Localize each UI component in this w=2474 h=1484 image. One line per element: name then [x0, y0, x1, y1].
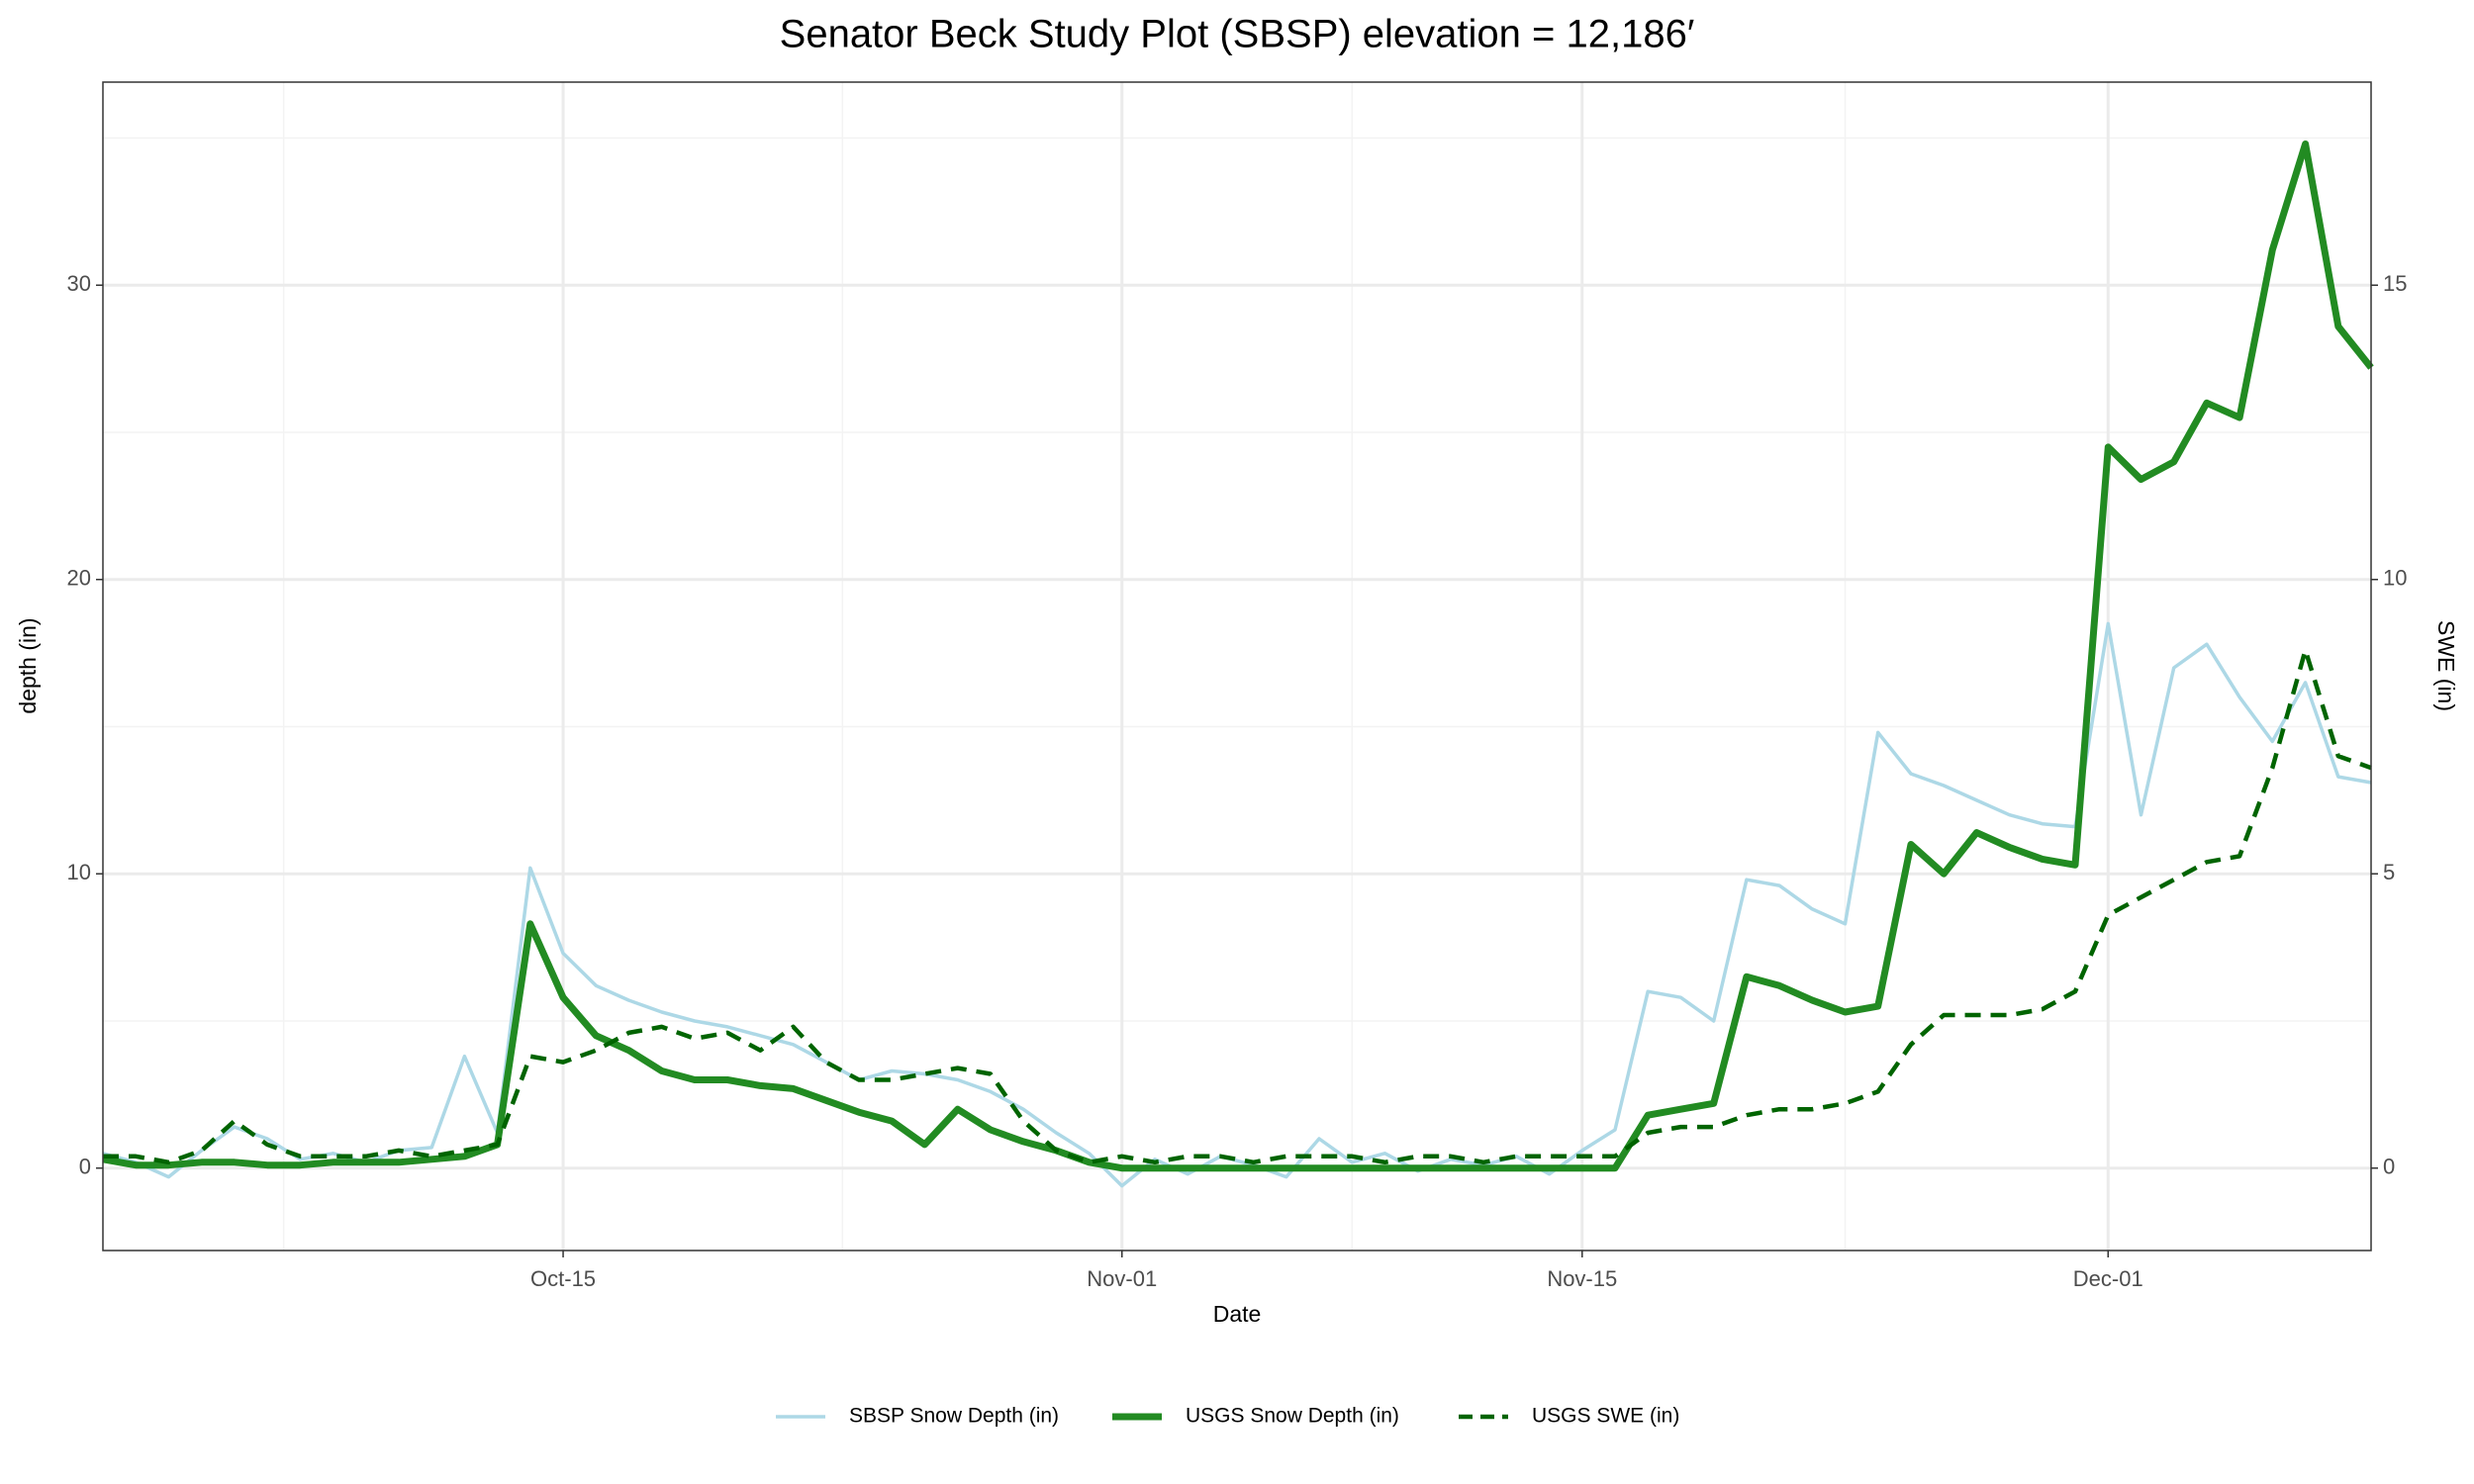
x-tick-label: Nov-15 [1547, 1266, 1617, 1291]
series-line [102, 621, 2372, 1188]
y-axis-title: depth (in) [15, 617, 41, 713]
series-line [103, 647, 2372, 1165]
y-tick-label: 20 [67, 566, 91, 591]
y2-tick-label: 0 [2383, 1155, 2395, 1179]
y2-axis-title: SWE (in) [2433, 620, 2459, 711]
y2-tick-label: 15 [2383, 271, 2407, 296]
legend-label: USGS SWE (in) [1532, 1405, 1679, 1428]
y-tick-label: 0 [79, 1155, 91, 1179]
y2-tick-label: 10 [2383, 566, 2407, 591]
x-tick-label: Dec-01 [2073, 1266, 2143, 1291]
y-tick-label: 30 [67, 271, 91, 296]
y2-tick-label: 5 [2383, 860, 2395, 884]
legend-label: SBSP Snow Depth (in) [849, 1405, 1059, 1428]
series-line [102, 140, 2374, 1172]
y-tick-label: 10 [67, 860, 91, 884]
panel-border [102, 81, 2372, 1252]
x-tick-label: Oct-15 [530, 1266, 596, 1291]
x-axis-title: Date [1213, 1301, 1262, 1327]
legend-label: USGS Snow Depth (in) [1186, 1405, 1399, 1428]
x-tick-label: Nov-01 [1087, 1266, 1157, 1291]
chart-title: Senator Beck Study Plot (SBSP) elevation… [780, 13, 1695, 56]
